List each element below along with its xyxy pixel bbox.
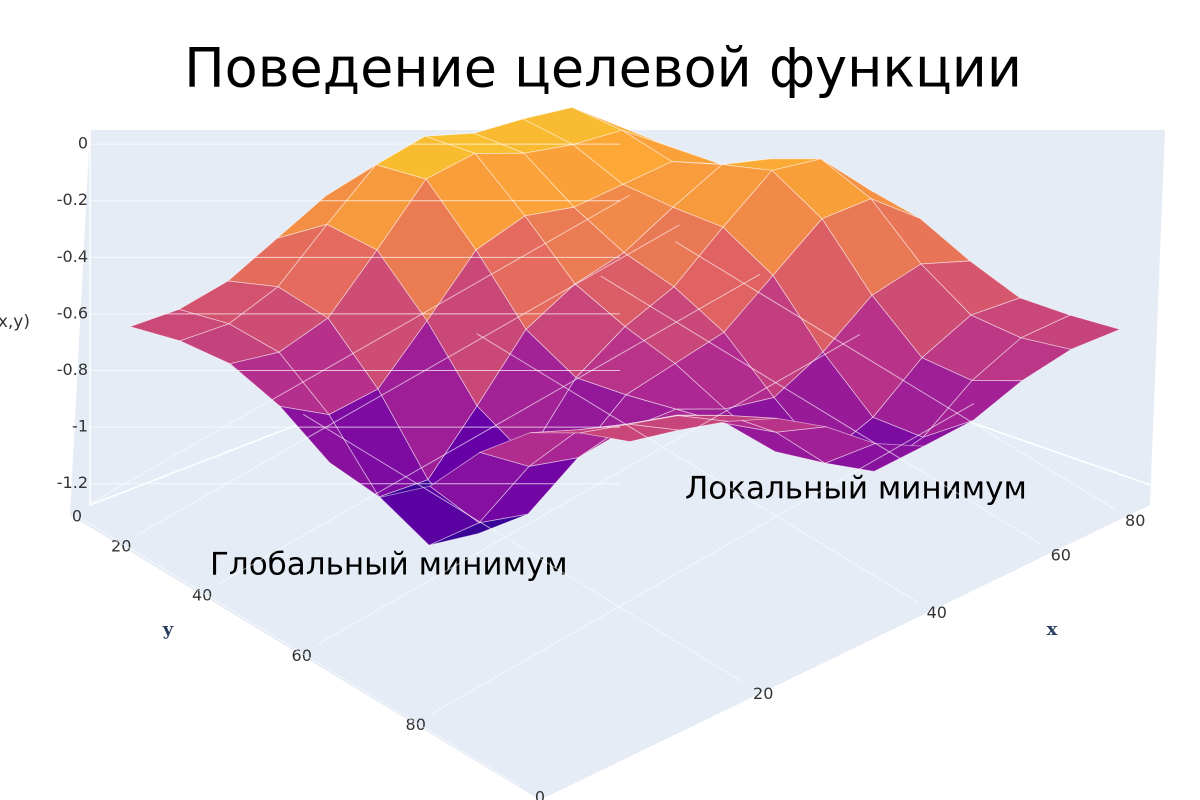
- y-tick-label: 0: [72, 507, 82, 526]
- z-tick-label: 0: [78, 134, 88, 153]
- x-tick-label: 40: [927, 603, 947, 622]
- grid-line: [600, 275, 1042, 545]
- annotation: Локальный минимум: [685, 471, 1027, 507]
- grid-line: [476, 333, 918, 603]
- x-axis-label: x: [1047, 619, 1058, 640]
- z-tick-label: -0.2: [57, 190, 88, 209]
- grid-line: [87, 194, 631, 506]
- chart-title: Поведение целевой функции: [184, 37, 1022, 100]
- grid-line: [137, 224, 680, 536]
- grid-line: [302, 413, 744, 683]
- surface: [128, 107, 1122, 546]
- z-tick-label: -1: [72, 417, 88, 436]
- x-tick-label: 20: [753, 684, 773, 703]
- grid-line: [674, 241, 1116, 510]
- y-axis-label: y: [162, 619, 174, 640]
- x-tick-label: 60: [1051, 546, 1071, 565]
- grid-line: [431, 403, 975, 714]
- y-tick-label: 20: [111, 536, 131, 555]
- z-tick-label: -0.4: [57, 247, 88, 266]
- z-axis-label: f(x,y): [0, 312, 30, 332]
- x-tick-label: 80: [1125, 511, 1145, 530]
- z-tick-label: -0.8: [57, 360, 88, 379]
- y-tick-label: 60: [292, 646, 312, 665]
- z-tick-label: -1.2: [57, 473, 88, 492]
- grid-line: [317, 333, 861, 645]
- grid-line: [218, 273, 761, 585]
- y-tick-label: 40: [192, 586, 212, 605]
- x-tick-label: 0: [535, 788, 545, 800]
- z-tick-label: -0.6: [57, 303, 88, 322]
- grid-line: [79, 517, 521, 787]
- annotation: Глобальный минимум: [210, 547, 568, 583]
